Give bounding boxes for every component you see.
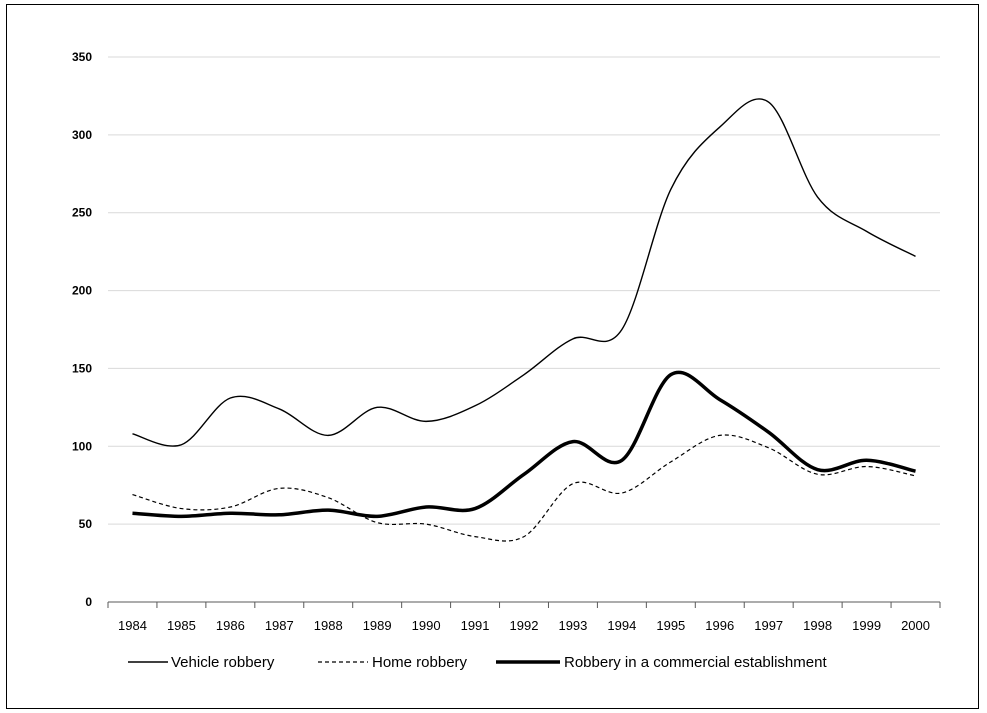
- x-tick-label: 1998: [803, 618, 832, 633]
- x-tick-labels: 1984 1985 1986 1987 1988 1989 1990 1991 1992 1993…: [118, 618, 930, 633]
- x-tick-label: 1984: [118, 618, 147, 633]
- x-tick-label: 1986: [216, 618, 245, 633]
- x-tick-label: 1993: [558, 618, 587, 633]
- y-tick-label: 50: [79, 517, 93, 531]
- x-tick-label: 1995: [656, 618, 685, 633]
- series-lines: [132, 98, 916, 542]
- x-tick-label: 1985: [167, 618, 196, 633]
- legend-label-1: Vehicle robbery: [171, 654, 275, 671]
- x-tick-label: 1992: [510, 618, 539, 633]
- x-tick-label: 1987: [265, 618, 294, 633]
- legend-label-2: Home robbery: [372, 654, 468, 671]
- y-tick-label: 0: [85, 595, 92, 609]
- series-line-2: [132, 434, 916, 542]
- y-tick-label: 300: [72, 128, 92, 142]
- legend: Vehicle robbery Home robbery Robbery in a …: [128, 654, 827, 671]
- x-tick-label: 1997: [754, 618, 783, 633]
- legend-label-3: Robbery in a commercial establishment: [564, 654, 827, 671]
- x-tick-label: 1999: [852, 618, 881, 633]
- x-tick-label: 1989: [363, 618, 392, 633]
- y-tick-label: 150: [72, 361, 92, 375]
- chart-frame: [6, 4, 979, 709]
- series-line-3: [132, 370, 916, 519]
- x-tick-label: 1994: [607, 618, 636, 633]
- y-tick-label: 100: [72, 439, 92, 453]
- y-tick-label: 200: [72, 284, 92, 298]
- y-tick-label: 250: [72, 206, 92, 220]
- gridlines: [108, 56, 940, 525]
- y-tick-labels: 0 50 100 150 200 250 300 350: [72, 50, 92, 609]
- y-tick-label: 350: [72, 50, 92, 64]
- x-tick-label: 2000: [901, 618, 930, 633]
- x-tick-label: 1991: [461, 618, 490, 633]
- x-tick-label: 1990: [412, 618, 441, 633]
- x-tick-label: 1996: [705, 618, 734, 633]
- series-line-1: [132, 98, 916, 447]
- x-tick-label: 1988: [314, 618, 343, 633]
- axes: [107, 601, 941, 608]
